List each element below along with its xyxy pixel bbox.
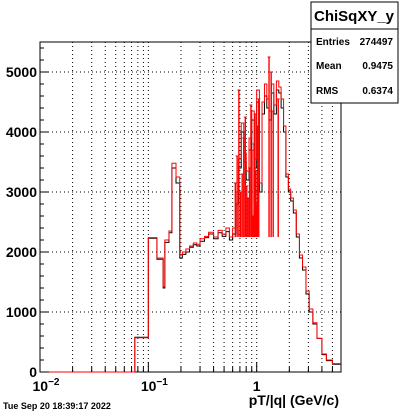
histogram-series: [40, 56, 341, 373]
y-tick-label: 4000: [6, 124, 37, 140]
stats-value-mean: 0.9475: [362, 61, 393, 72]
y-tick-label: 1000: [6, 304, 37, 320]
stats-box-frame: [310, 1, 399, 104]
stats-value-entries: 274497: [360, 37, 394, 48]
y-tick-label: 2000: [6, 244, 37, 260]
timestamp-footer: Tue Sep 20 18:39:17 2022: [3, 401, 111, 411]
stats-label-rms: RMS: [316, 86, 339, 97]
stats-value-rms: 0.6374: [362, 86, 393, 97]
axes: 0 1000 2000 3000 4000 5000 10−2 10−1 1: [6, 47, 342, 394]
y-tick-label: 3000: [6, 184, 37, 200]
stats-label-entries: Entries: [316, 37, 350, 48]
x-tick-label: 1: [253, 378, 261, 394]
stats-label-mean: Mean: [316, 61, 342, 72]
plot-frame: [39, 41, 342, 373]
x-tick-label: 10−2: [33, 377, 60, 394]
stats-box: ChiSqXY_y Entries 274497 Mean 0.9475 RMS…: [310, 1, 399, 104]
histogram-series-1: [40, 80, 341, 373]
y-tick-label: 5000: [6, 64, 37, 80]
x-tick-label: 10−1: [141, 377, 168, 394]
stats-title: ChiSqXY_y: [314, 8, 395, 25]
y-tick-label: 0: [29, 364, 37, 380]
x-axis-title: pT/|q| (GeV/c): [249, 392, 339, 408]
